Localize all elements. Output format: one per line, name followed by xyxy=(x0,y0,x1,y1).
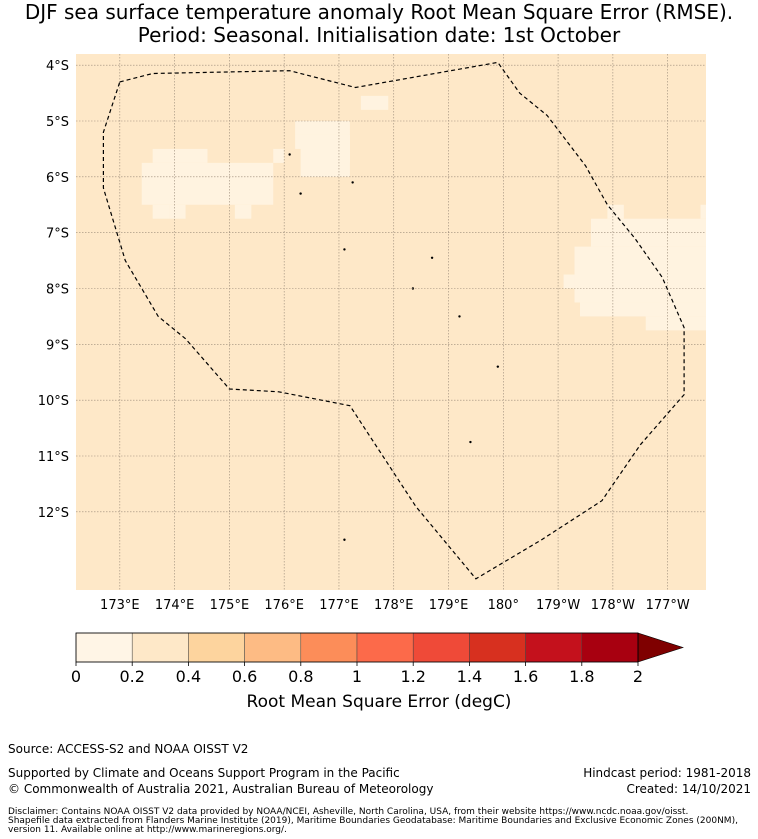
rmse-map-figure: 4°S 5°S 6°S 7°S 8°S 9°S 10°S 11°S 12°S 173°E 174°… xyxy=(38,54,706,686)
map-title-line-2: Period: Seasonal. Initialisation date: 1… xyxy=(137,23,621,47)
map-background xyxy=(76,54,706,590)
longitude-tick-label: 173°E xyxy=(100,598,140,613)
colorbar-tick-label: 2 xyxy=(633,667,643,686)
island xyxy=(469,440,472,444)
low-rmse-cell xyxy=(580,302,706,317)
low-rmse-cell xyxy=(169,204,186,219)
map-title-line-1: DJF sea surface temperature anomaly Root… xyxy=(24,0,734,24)
low-rmse-cell xyxy=(295,121,350,135)
colorbar: 0 0.2 0.4 0.6 0.8 1 1.2 1.4 1.6 1.8 2 xyxy=(71,632,684,686)
low-rmse-cell xyxy=(360,95,389,110)
hindcast-period-text: Hindcast period: 1981-2018 xyxy=(583,766,751,780)
colorbar-tick-label: 0.2 xyxy=(119,667,144,686)
colorbar-tick-label: 0.8 xyxy=(288,667,313,686)
islands xyxy=(288,153,500,541)
longitude-tick-label: 178°E xyxy=(374,598,414,613)
island xyxy=(351,181,354,184)
island xyxy=(288,153,291,156)
longitude-tick-label: 178°W xyxy=(591,598,635,613)
eez-boundary-line xyxy=(102,61,685,580)
colorbar-segment xyxy=(188,632,245,663)
created-date-text: Created: 14/10/2021 xyxy=(626,782,751,796)
colorbar-tick-label: 1.2 xyxy=(400,667,425,686)
colorbar-tick-label: 1 xyxy=(352,667,362,686)
disclaimer-line-2: Shapefile data extracted from Flanders M… xyxy=(8,816,738,826)
colorbar-segment xyxy=(581,632,639,663)
longitude-tick-label: 175°E xyxy=(210,598,250,613)
low-rmse-patches xyxy=(141,95,706,331)
low-rmse-cell xyxy=(152,204,170,219)
latitude-tick-label: 8°S xyxy=(46,283,69,298)
latitude-tick-label: 10°S xyxy=(38,394,69,409)
island xyxy=(496,365,500,368)
longitude-tick-label: 179°W xyxy=(536,598,580,613)
colorbar-tick-label: 0 xyxy=(71,667,81,686)
colorbar-extend-arrow xyxy=(637,632,684,663)
map-gridlines xyxy=(76,54,706,590)
longitude-tick-label: 176°E xyxy=(264,598,304,613)
source-text: Source: ACCESS-S2 and NOAA OISST V2 xyxy=(8,742,249,756)
island xyxy=(430,256,434,259)
low-rmse-cell xyxy=(645,316,706,331)
colorbar-tick-label: 1.4 xyxy=(457,667,482,686)
colorbar-segment xyxy=(131,632,189,663)
colorbar-tick-label: 0.6 xyxy=(232,667,257,686)
longitude-tick-label: 177°W xyxy=(646,598,690,613)
island xyxy=(343,248,346,251)
latitude-tick-label: 6°S xyxy=(46,171,69,186)
colorbar-label: Root Mean Square Error (degC) xyxy=(246,692,512,712)
colorbar-segment xyxy=(300,632,358,663)
low-rmse-cell xyxy=(607,204,624,219)
colorbar-tick-label: 1.6 xyxy=(513,667,538,686)
colorbar-segment xyxy=(525,632,583,663)
low-rmse-cell xyxy=(563,274,575,289)
colorbar-tick-label: 1.8 xyxy=(569,667,594,686)
longitude-tick-label: 179°E xyxy=(429,598,469,613)
colorbar-segment xyxy=(356,632,414,663)
latitude-tick-label: 9°S xyxy=(46,338,69,353)
colorbar-segment xyxy=(412,632,470,663)
colorbar-segment xyxy=(469,632,526,663)
longitude-tick-label: 177°E xyxy=(319,598,359,613)
low-rmse-cell xyxy=(141,162,274,177)
low-rmse-cell xyxy=(300,134,350,177)
colorbar-segment xyxy=(75,632,133,663)
low-rmse-cell xyxy=(700,204,706,219)
longitude-tick-label: 180° xyxy=(488,598,519,613)
colorbar-segment xyxy=(244,632,302,663)
low-rmse-cell xyxy=(141,176,274,205)
island xyxy=(458,315,461,318)
low-rmse-cell xyxy=(234,204,252,219)
low-rmse-cell xyxy=(152,148,208,163)
disclaimer-line-3: version 11. Available online at http://w… xyxy=(8,825,287,835)
disclaimer-line-1: Disclaimer: Contains NOAA OISST V2 data … xyxy=(8,807,689,817)
latitude-tick-label: 5°S xyxy=(46,115,69,130)
low-rmse-cell xyxy=(273,148,285,163)
latitude-tick-label: 11°S xyxy=(38,450,69,465)
longitude-labels: 173°E 174°E 175°E 176°E 177°E 178°E 179°E 180° 1… xyxy=(100,598,690,613)
low-rmse-cell xyxy=(574,246,706,303)
latitude-tick-label: 4°S xyxy=(46,59,69,74)
island xyxy=(343,538,346,541)
latitude-tick-label: 12°S xyxy=(38,506,69,521)
latitude-labels: 4°S 5°S 6°S 7°S 8°S 9°S 10°S 11°S 12°S xyxy=(38,59,69,521)
colorbar-tick-label: 0.4 xyxy=(176,667,201,686)
copyright-text: © Commonwealth of Australia 2021, Austra… xyxy=(8,782,434,796)
longitude-tick-label: 174°E xyxy=(155,598,195,613)
support-text: Supported by Climate and Oceans Support … xyxy=(8,766,400,780)
latitude-tick-label: 7°S xyxy=(46,227,69,242)
island xyxy=(299,192,302,195)
